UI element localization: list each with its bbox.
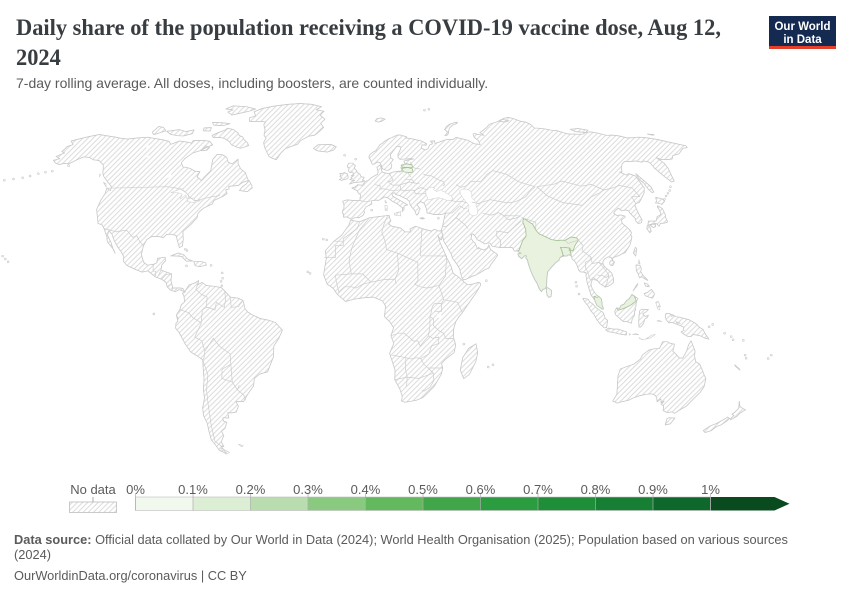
svg-text:0.4%: 0.4% (351, 482, 381, 497)
svg-text:0.9%: 0.9% (638, 482, 668, 497)
svg-text:0.7%: 0.7% (523, 482, 553, 497)
svg-text:0.5%: 0.5% (408, 482, 438, 497)
svg-text:1%: 1% (701, 482, 720, 497)
svg-text:0.1%: 0.1% (178, 482, 208, 497)
svg-text:No data: No data (70, 482, 116, 497)
svg-text:0.6%: 0.6% (466, 482, 496, 497)
svg-text:0.2%: 0.2% (236, 482, 266, 497)
svg-text:0.3%: 0.3% (293, 482, 323, 497)
svg-text:0%: 0% (126, 482, 145, 497)
svg-text:0.8%: 0.8% (581, 482, 611, 497)
